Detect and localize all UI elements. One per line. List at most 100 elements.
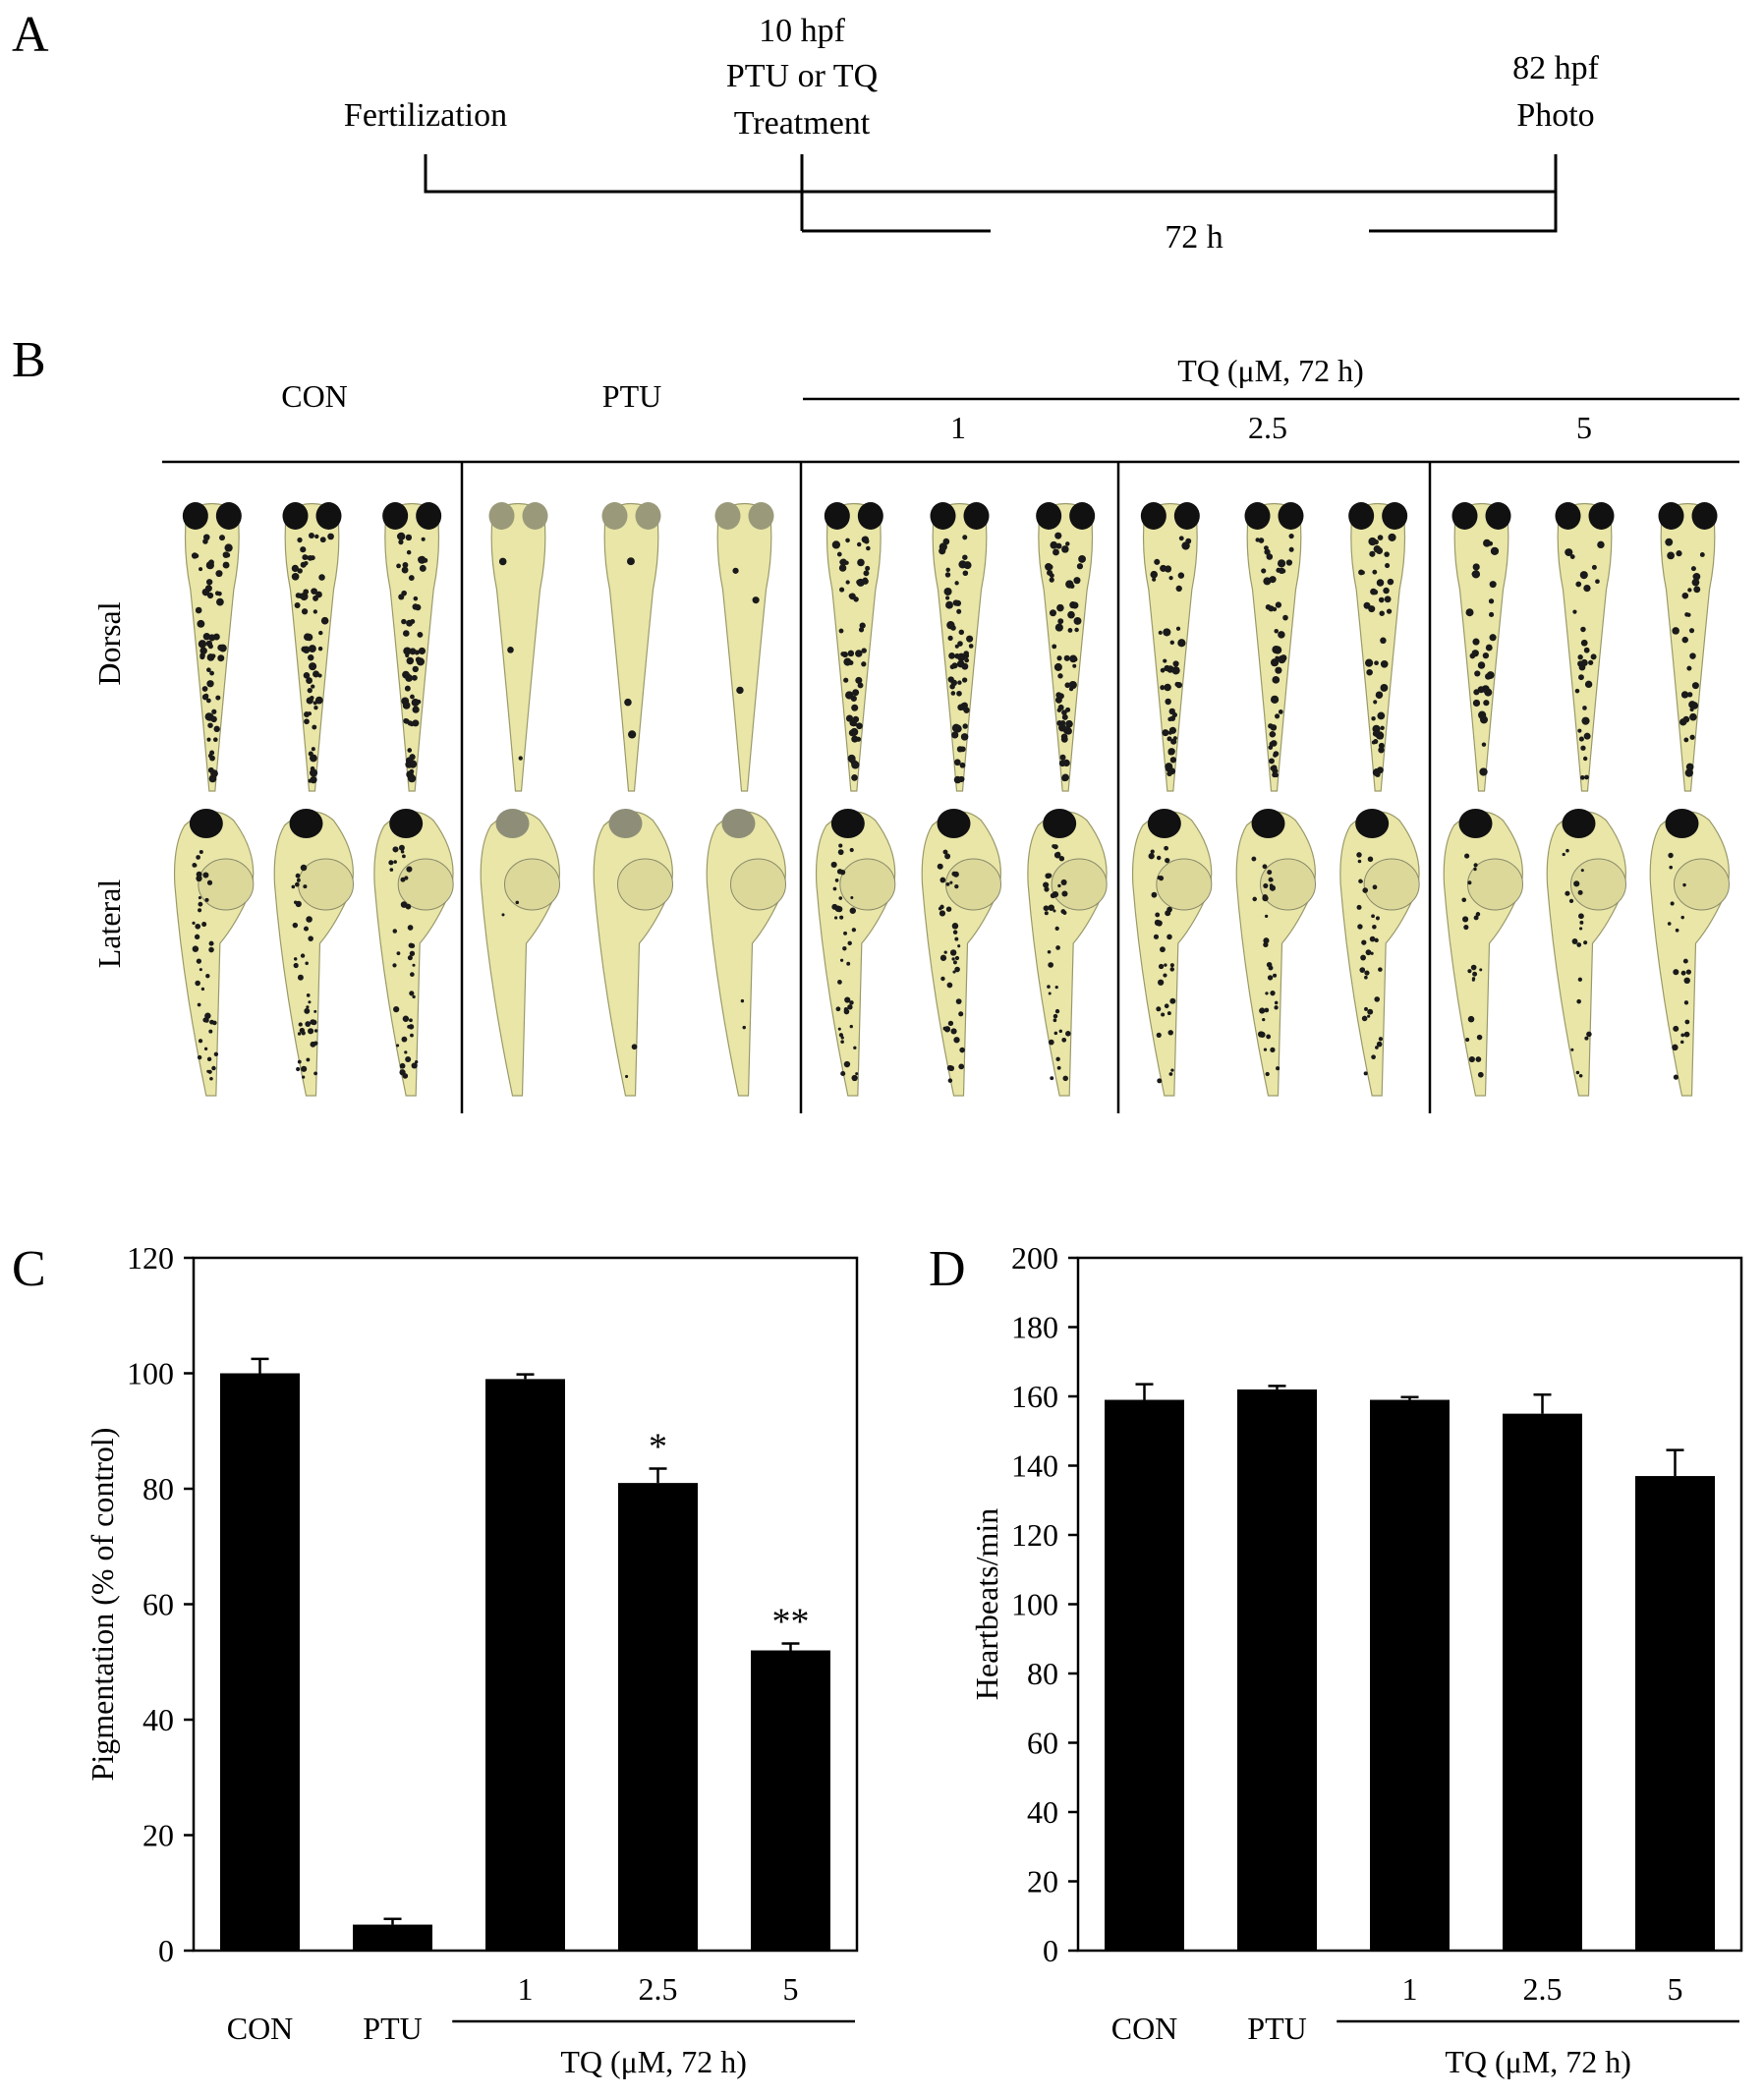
x-tick-label: CON bbox=[227, 2011, 294, 2046]
dorsal-larva bbox=[601, 502, 661, 792]
y-axis-label: Heartbeats/min bbox=[969, 1508, 1004, 1700]
x-tick-label: 2.5 bbox=[639, 1971, 678, 2007]
dorsal-larva bbox=[1348, 502, 1408, 792]
dorsal-larva bbox=[824, 502, 883, 792]
y-tick-label: 80 bbox=[1027, 1656, 1058, 1691]
x-tick-label: 1 bbox=[1402, 1971, 1418, 2007]
timeline-treatment-label-2: PTU or TQ bbox=[726, 58, 878, 94]
panel-label-a: A bbox=[12, 7, 49, 63]
y-tick-label: 0 bbox=[158, 1933, 174, 1968]
timeline-fertilization-label: Fertilization bbox=[344, 97, 507, 134]
row-label-dorsal: Dorsal bbox=[91, 601, 127, 685]
lateral-larva bbox=[1027, 809, 1108, 1097]
y-tick-label: 120 bbox=[1011, 1517, 1058, 1553]
x-tick-label: CON bbox=[1111, 2011, 1178, 2046]
row-label-lateral: Lateral bbox=[91, 879, 127, 969]
timeline-end-label-1: 82 hpf bbox=[1512, 50, 1600, 86]
bar bbox=[1370, 1399, 1450, 1951]
lateral-larva bbox=[1339, 809, 1420, 1097]
bar bbox=[1635, 1476, 1715, 1951]
lateral-larva bbox=[815, 809, 896, 1097]
timeline-main-line bbox=[424, 154, 1558, 194]
timeline-treatment-label-3: Treatment bbox=[734, 105, 871, 142]
tq-group-header: TQ (μM, 72 h) bbox=[1177, 353, 1364, 388]
dorsal-larva bbox=[1140, 502, 1200, 792]
dorsal-larva bbox=[282, 502, 342, 792]
y-tick-label: 100 bbox=[1011, 1587, 1058, 1622]
bar bbox=[1237, 1389, 1317, 1951]
x-tick-label: 5 bbox=[783, 1971, 799, 2007]
y-tick-label: 60 bbox=[142, 1587, 174, 1622]
y-tick-label: 40 bbox=[142, 1702, 174, 1737]
bar bbox=[1503, 1413, 1582, 1951]
dorsal-larva bbox=[714, 502, 774, 792]
lateral-larva bbox=[1546, 809, 1626, 1097]
lateral-larva bbox=[273, 809, 354, 1097]
dorsal-larva bbox=[1555, 502, 1615, 792]
y-axis-label: Pigmentation (% of control) bbox=[85, 1428, 120, 1782]
group-label: TQ (μM, 72 h) bbox=[560, 2044, 747, 2079]
panel-b-header: CON PTU TQ (μM, 72 h) 1 2.5 5 Dorsal Lat… bbox=[91, 353, 1739, 968]
pigmentation-chart: 0 20 40 60 80 100 120 Pigmentation (% of contro… bbox=[85, 1240, 859, 2079]
significance-mark: * bbox=[649, 1426, 667, 1467]
timeline-end-label-2: Photo bbox=[1516, 97, 1594, 134]
larvae-photo-grid bbox=[173, 462, 1730, 1113]
lateral-larva bbox=[593, 809, 673, 1097]
y-tick-label: 80 bbox=[142, 1471, 174, 1506]
lateral-larva bbox=[1235, 809, 1316, 1097]
y-tick-label: 160 bbox=[1011, 1379, 1058, 1414]
bar bbox=[618, 1483, 698, 1951]
timeline bbox=[424, 154, 1558, 233]
lateral-larva bbox=[1649, 809, 1730, 1097]
bar bbox=[1105, 1399, 1184, 1951]
dorsal-larva bbox=[1036, 502, 1096, 792]
dorsal-larva bbox=[382, 502, 442, 792]
bar bbox=[751, 1650, 830, 1951]
y-tick-label: 120 bbox=[127, 1240, 174, 1276]
significance-mark: ** bbox=[772, 1601, 810, 1642]
x-tick-label: PTU bbox=[363, 2011, 422, 2046]
y-tick-label: 40 bbox=[1027, 1794, 1058, 1830]
col-header-tq-2-5: 2.5 bbox=[1248, 410, 1287, 445]
y-tick-label: 140 bbox=[1011, 1448, 1058, 1484]
y-tick-label: 20 bbox=[142, 1818, 174, 1853]
bar bbox=[485, 1379, 565, 1951]
dorsal-larva bbox=[930, 502, 990, 792]
lateral-larva bbox=[706, 809, 786, 1097]
panel-label-b: B bbox=[12, 332, 46, 388]
y-tick-label: 180 bbox=[1011, 1310, 1058, 1345]
lateral-larva bbox=[480, 809, 560, 1097]
bar bbox=[220, 1373, 300, 1951]
group-label: TQ (μM, 72 h) bbox=[1445, 2044, 1631, 2079]
col-header-tq-1: 1 bbox=[950, 410, 966, 445]
dorsal-larva bbox=[182, 502, 242, 792]
col-header-tq-5: 5 bbox=[1576, 410, 1592, 445]
y-tick-label: 20 bbox=[1027, 1864, 1058, 1900]
x-tick-label: 5 bbox=[1668, 1971, 1683, 2007]
dorsal-larva bbox=[488, 502, 548, 792]
duration-bracket-right bbox=[1369, 192, 1558, 233]
x-tick-label: 1 bbox=[518, 1971, 534, 2007]
timeline-duration-label: 72 h bbox=[1165, 219, 1223, 255]
timeline-treatment-label-1: 10 hpf bbox=[759, 13, 846, 49]
y-tick-label: 0 bbox=[1043, 1933, 1058, 1968]
lateral-larva bbox=[1443, 809, 1523, 1097]
col-header-ptu: PTU bbox=[602, 378, 661, 414]
heartbeat-chart: 0 20 40 60 80 100 120 140 160 180 200 Heartbeats/mi… bbox=[969, 1240, 1743, 2079]
y-tick-label: 100 bbox=[127, 1356, 174, 1391]
bar bbox=[353, 1924, 432, 1951]
lateral-larva bbox=[921, 809, 1001, 1097]
lateral-larva bbox=[173, 809, 255, 1097]
x-tick-label: PTU bbox=[1247, 2011, 1306, 2046]
lateral-larva bbox=[1131, 809, 1213, 1097]
col-header-con: CON bbox=[281, 378, 348, 414]
panel-label-c: C bbox=[12, 1241, 46, 1297]
dorsal-larva bbox=[1658, 502, 1718, 792]
y-tick-label: 200 bbox=[1011, 1240, 1058, 1276]
dorsal-larva bbox=[1451, 502, 1511, 792]
lateral-larva bbox=[373, 809, 454, 1097]
dorsal-larva bbox=[1244, 502, 1304, 792]
y-tick-label: 60 bbox=[1027, 1726, 1058, 1761]
panel-label-d: D bbox=[929, 1241, 966, 1297]
